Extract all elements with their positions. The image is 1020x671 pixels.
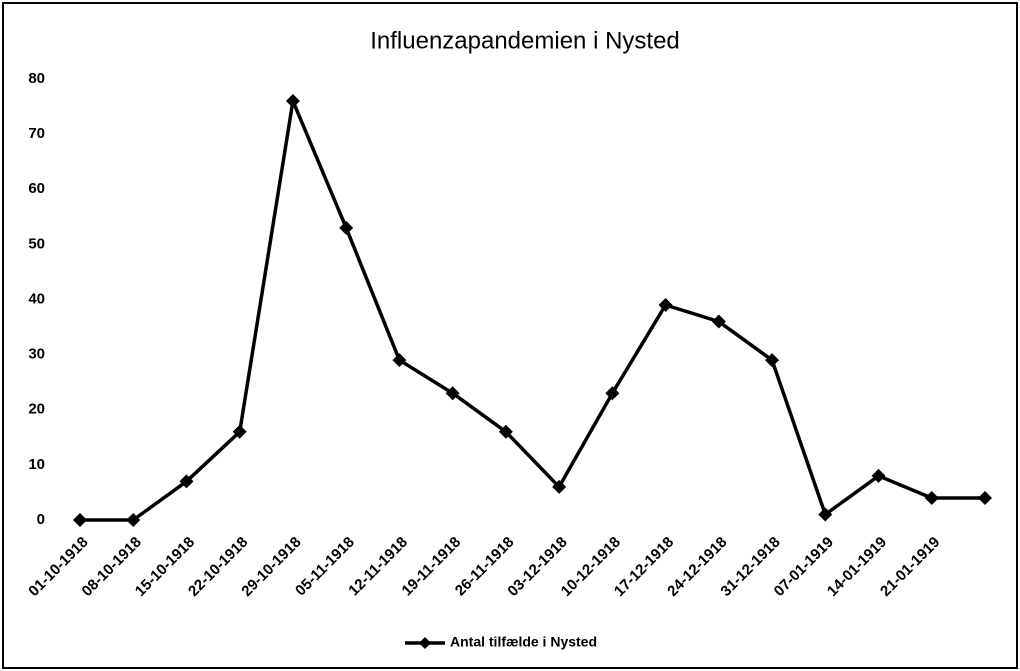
marker <box>126 513 141 527</box>
y-tick-label: 10 <box>28 456 45 473</box>
y-tick-label: 60 <box>28 180 45 197</box>
marker <box>871 468 886 483</box>
marker <box>818 507 833 522</box>
y-tick-label: 50 <box>28 235 45 252</box>
marker <box>392 353 407 368</box>
marker <box>924 490 939 505</box>
line <box>80 99 985 522</box>
legend-marker <box>419 637 431 649</box>
y-tick-label: 30 <box>28 346 45 363</box>
y-tick-label: 0 <box>37 511 45 528</box>
marker <box>498 424 513 439</box>
marker <box>552 479 567 494</box>
marker <box>978 490 992 505</box>
marker <box>605 386 620 401</box>
marker <box>765 353 780 368</box>
y-tick-label: 20 <box>28 401 45 418</box>
y-tick-label: 70 <box>28 125 45 142</box>
marker <box>339 220 354 235</box>
chart-title: Influenzapandemien i Nysted <box>370 27 680 54</box>
marker <box>179 474 194 489</box>
marker <box>285 94 300 109</box>
marker <box>658 298 673 313</box>
marker <box>73 513 87 527</box>
legend-label: Antal tilfælde i Nysted <box>450 634 597 650</box>
marker <box>711 314 726 329</box>
marker <box>232 424 247 439</box>
y-tick-label: 40 <box>28 290 45 307</box>
y-tick-label: 80 <box>28 70 45 87</box>
marker <box>445 386 460 401</box>
